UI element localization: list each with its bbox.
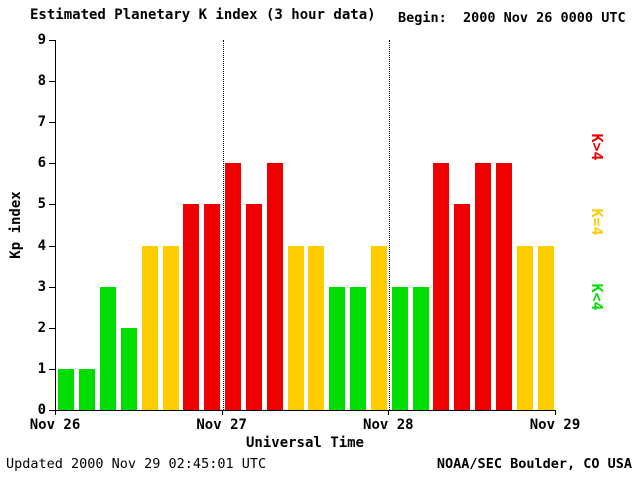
- y-tick-label: 6: [37, 155, 46, 172]
- kp-bar: [58, 368, 75, 410]
- legend-item: K<4: [588, 283, 606, 311]
- day-boundary-gridline: [389, 40, 391, 410]
- y-tick-label: 7: [37, 114, 46, 131]
- kp-bar: [79, 368, 96, 410]
- x-tick-mark: [555, 411, 556, 415]
- x-tick-label: Nov 26: [29, 417, 81, 433]
- x-tick-label: Nov 27: [196, 417, 247, 433]
- y-tick-mark: [49, 327, 55, 329]
- legend-item: K>4: [588, 133, 606, 161]
- kp-bar: [495, 163, 512, 410]
- kp-bar: [454, 204, 471, 410]
- source-credit: NOAA/SEC Boulder, CO USA: [436, 456, 632, 472]
- kp-bar: [516, 245, 533, 410]
- y-tick-mark: [49, 245, 55, 247]
- y-tick-label: 2: [37, 319, 46, 336]
- kp-bar: [245, 204, 262, 410]
- begin-label: Begin: 2000 Nov 26 0000 UTC: [398, 10, 626, 26]
- kp-bar: [100, 286, 117, 410]
- kp-bar: [433, 163, 450, 410]
- kp-bar: [183, 204, 200, 410]
- x-tick-label: Nov 29: [529, 417, 581, 433]
- y-tick-label: 8: [37, 73, 46, 90]
- updated-timestamp: Updated 2000 Nov 29 02:45:01 UTC: [6, 456, 267, 472]
- y-tick-mark: [49, 40, 55, 41]
- y-tick-mark: [49, 410, 55, 411]
- y-tick-label: 9: [37, 32, 46, 48]
- kp-bar: [475, 163, 492, 410]
- kp-bar: [350, 286, 367, 410]
- kp-bar: [120, 327, 137, 410]
- y-tick-mark: [49, 81, 55, 83]
- chart-title: Estimated Planetary K index (3 hour data…: [30, 7, 376, 23]
- day-boundary-gridline: [222, 40, 224, 410]
- y-tick-mark: [49, 286, 55, 288]
- y-tick-label: 5: [37, 196, 46, 213]
- x-tick-mark: [221, 411, 223, 415]
- y-tick-label: 3: [37, 278, 46, 295]
- y-tick-mark: [49, 122, 55, 124]
- kp-bar: [391, 286, 408, 410]
- kp-bar: [141, 245, 158, 410]
- x-axis-title: Universal Time: [245, 435, 364, 451]
- kp-bar: [204, 204, 221, 410]
- kp-bar: [329, 286, 346, 410]
- y-tick-mark: [49, 368, 55, 370]
- x-tick-label: Nov 28: [363, 417, 414, 433]
- y-tick-mark: [49, 163, 55, 165]
- x-tick-mark: [55, 411, 56, 415]
- kp-bar: [412, 286, 429, 410]
- kp-bar: [225, 163, 242, 410]
- plot-area: [55, 40, 556, 411]
- legend-item: K=4: [588, 208, 606, 236]
- y-tick-label: 1: [37, 360, 46, 377]
- kp-bar: [370, 245, 387, 410]
- kp-bar: [162, 245, 179, 410]
- kp-bar: [287, 245, 304, 410]
- kp-bar: [266, 163, 283, 410]
- y-tick-label: 4: [37, 237, 46, 254]
- kp-bar: [308, 245, 325, 410]
- x-tick-mark: [388, 411, 390, 415]
- kp-bar: [537, 245, 554, 410]
- y-tick-mark: [49, 204, 55, 206]
- y-tick-label: 0: [37, 402, 46, 418]
